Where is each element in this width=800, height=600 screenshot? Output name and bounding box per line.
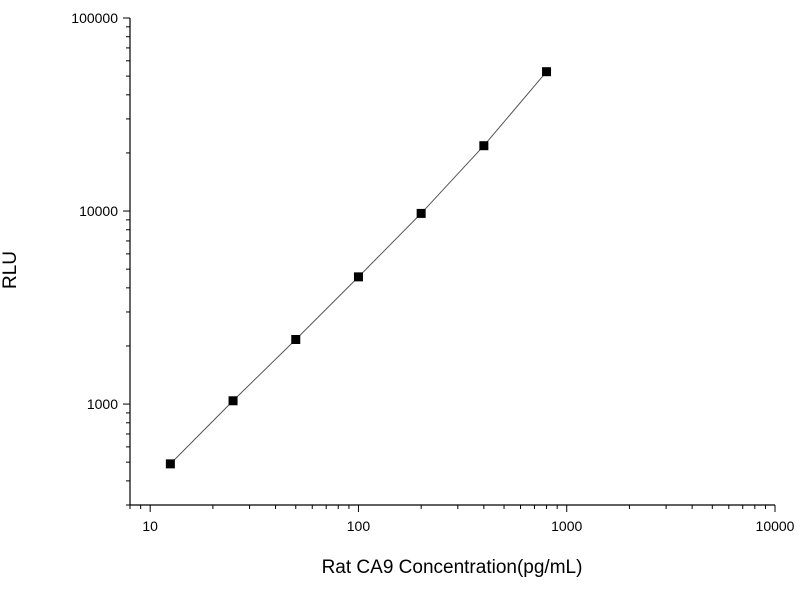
plot-area [165, 67, 552, 469]
x-tick-label: 100 [347, 518, 371, 534]
data-point-marker [479, 141, 489, 151]
fit-line [170, 71, 547, 465]
x-tick-label: 10 [142, 518, 158, 534]
data-point-marker [353, 272, 363, 282]
data-point-marker [542, 67, 552, 77]
x-axis-title: Rat CA9 Concentration(pg/mL) [322, 557, 583, 578]
data-point-marker [165, 459, 175, 469]
x-tick-label: 1000 [551, 518, 582, 534]
data-point-marker [416, 208, 426, 218]
data-point-marker [291, 335, 301, 345]
y-tick-label: 100000 [71, 10, 118, 26]
x-axis-ticks: 10 100 1000 10000 [129, 505, 795, 534]
y-tick-label: 1000 [87, 396, 118, 412]
x-tick-label: 10000 [756, 518, 795, 534]
y-axis-title: RLU [0, 251, 21, 289]
data-point-marker [228, 396, 238, 406]
y-tick-label: 10000 [79, 203, 118, 219]
y-axis-ticks: 1000 10000 100000 [71, 10, 130, 506]
